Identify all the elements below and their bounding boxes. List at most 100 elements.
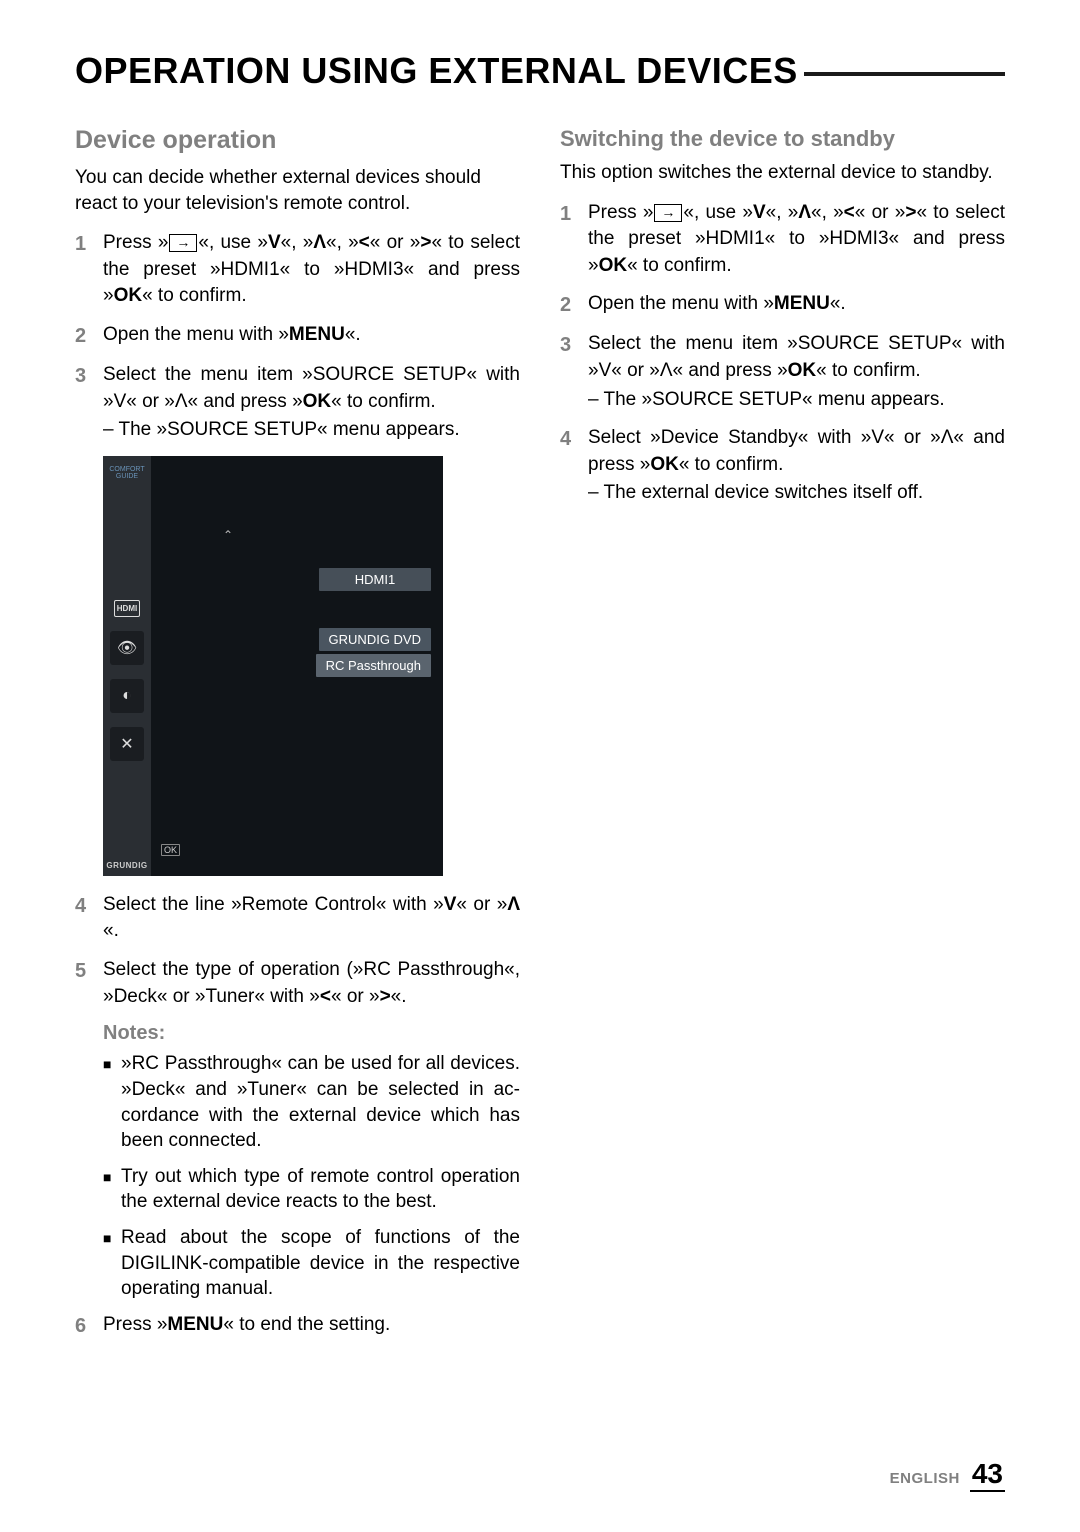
step-sub: – The »SOURCE SETUP« menu appears.	[103, 417, 520, 444]
title-rule	[804, 72, 1005, 76]
up-key: Λ	[507, 892, 520, 919]
page-footer: ENGLISH 43	[890, 1458, 1005, 1492]
left-key: <	[320, 984, 331, 1011]
text: Press »	[103, 1314, 167, 1335]
step-number: 5	[75, 957, 103, 1010]
step-sub: – The external device switches itself of…	[588, 480, 1005, 507]
comfort-guide-logo: COMFORT GUIDE	[109, 464, 144, 482]
page-title-row: OPERATION USING EXTERNAL DEVICES	[75, 50, 1005, 92]
ok-key: OK	[599, 255, 628, 276]
nav-keys: Λ	[313, 230, 326, 257]
text: «, use »	[198, 232, 268, 253]
ok-key: OK	[114, 285, 143, 306]
text: « to end the setting.	[223, 1314, 390, 1335]
bullet-icon: ■	[103, 1168, 121, 1215]
note-body: »RC Passthrough« can be used for all dev…	[121, 1051, 520, 1154]
text: Open the menu with »	[103, 324, 289, 345]
step-number: 6	[75, 1312, 103, 1340]
text: « to confirm.	[627, 255, 732, 276]
nav-keys: <	[359, 230, 370, 257]
menu-key: MENU	[289, 324, 345, 345]
menu-rail: COMFORT GUIDE HDMI 👁 ◐ ✕ GRUNDIG	[103, 456, 151, 876]
left-step-3: 3 Select the menu item »SOURCE SETUP« wi…	[75, 362, 520, 444]
step-body: Select »Device Standby« with »V« or »Λ« …	[588, 425, 1005, 507]
text: « to confirm.	[331, 391, 436, 412]
step-number: 3	[75, 362, 103, 444]
left-heading: Device operation	[75, 126, 520, 155]
left-column: Device operation You can decide whether …	[75, 126, 520, 1352]
headset-icon: ◐	[110, 679, 144, 713]
notes-heading: Notes:	[103, 1022, 520, 1045]
step-number: 4	[75, 892, 103, 945]
right-heading: Switching the device to standby	[560, 126, 1005, 152]
note-3: ■ Read about the scope of functions of t…	[103, 1225, 520, 1302]
footer-language: ENGLISH	[890, 1470, 960, 1487]
nav-keys: >	[420, 230, 431, 257]
step-body: Press »«, use »V«, »Λ«, »<« or »>« to se…	[103, 230, 520, 310]
note-1: ■ »RC Passthrough« can be used for all d…	[103, 1051, 520, 1154]
left-step-4: 4 Select the line »Remote Control« with …	[75, 892, 520, 945]
text: « to confirm.	[142, 285, 247, 306]
step-body: Open the menu with »MENU«.	[588, 291, 1005, 319]
text: «.	[345, 324, 361, 345]
right-intro: This option switches the external device…	[560, 160, 1005, 186]
right-step-2: 2 Open the menu with »MENU«.	[560, 291, 1005, 319]
rc-passthrough-tag: RC Passthrough	[316, 654, 431, 677]
step-body: Select the menu item »SOURCE SETUP« with…	[103, 362, 520, 444]
right-step-1: 1 Press »«, use »V«, »Λ«, »<« or »>« to …	[560, 200, 1005, 280]
step-number: 2	[75, 322, 103, 350]
step-body: Select the type of operation (»RC Pass­t…	[103, 957, 520, 1010]
text: « to confirm.	[679, 454, 784, 475]
text: «, use »	[683, 202, 753, 223]
menu-key: MENU	[774, 293, 830, 314]
source-button-icon	[169, 234, 197, 252]
text: Press »	[588, 202, 653, 223]
text: «.	[830, 293, 846, 314]
chevron-up-icon: ⌃	[223, 528, 233, 542]
nav-keys: V	[268, 230, 281, 257]
step-number: 3	[560, 331, 588, 413]
source-button-icon	[654, 204, 682, 222]
text: « to confirm.	[816, 360, 921, 381]
ok-key: OK	[788, 360, 817, 381]
step-number: 1	[75, 230, 103, 310]
hdmi-icon: HDMI	[114, 600, 140, 617]
down-key: V	[753, 200, 766, 227]
left-step-1: 1 Press »«, use »V«, »Λ«, »<« or »>« to …	[75, 230, 520, 310]
ok-key: OK	[303, 391, 332, 412]
step-body: Select the menu item »SOURCE SETUP« with…	[588, 331, 1005, 413]
text: COMFORT	[109, 466, 144, 473]
right-step-4: 4 Select »Device Standby« with »V« or »Λ…	[560, 425, 1005, 507]
right-column: Switching the device to standby This opt…	[560, 126, 1005, 1352]
left-key: <	[844, 200, 855, 227]
footer-page-number: 43	[970, 1458, 1005, 1492]
text: Open the menu with »	[588, 293, 774, 314]
step-number: 1	[560, 200, 588, 280]
brand-label: GRUNDIG	[103, 861, 151, 870]
note-body: Try out which type of remote control ope…	[121, 1164, 520, 1215]
step-number: 2	[560, 291, 588, 319]
bullet-icon: ■	[103, 1229, 121, 1302]
text: GUIDE	[116, 473, 138, 480]
bullet-icon: ■	[103, 1055, 121, 1154]
tools-icon: ✕	[110, 727, 144, 761]
right-key: >	[905, 200, 916, 227]
step-number: 4	[560, 425, 588, 507]
ok-indicator: OK	[161, 844, 180, 856]
note-2: ■ Try out which type of remote control o…	[103, 1164, 520, 1215]
left-intro: You can decide whether external devices …	[75, 165, 520, 216]
grundig-dvd-tag: GRUNDIG DVD	[319, 628, 431, 651]
eye-icon: 👁	[110, 631, 144, 665]
down-key: V	[444, 892, 457, 919]
source-setup-menu-screenshot: COMFORT GUIDE HDMI 👁 ◐ ✕ GRUNDIG ⌃ HDMI1…	[103, 456, 443, 876]
text: Press »	[103, 232, 168, 253]
menu-key: MENU	[167, 1314, 223, 1335]
ok-key: OK	[650, 454, 679, 475]
note-body: Read about the scope of functions of the…	[121, 1225, 520, 1302]
left-step-5: 5 Select the type of operation (»RC Pass…	[75, 957, 520, 1010]
hdmi1-tag: HDMI1	[319, 568, 431, 591]
step-body: Press »MENU« to end the setting.	[103, 1312, 520, 1340]
step-body: Select the line »Remote Control« with »V…	[103, 892, 520, 945]
right-step-3: 3 Select the menu item »SOURCE SETUP« wi…	[560, 331, 1005, 413]
up-key: Λ	[798, 200, 811, 227]
